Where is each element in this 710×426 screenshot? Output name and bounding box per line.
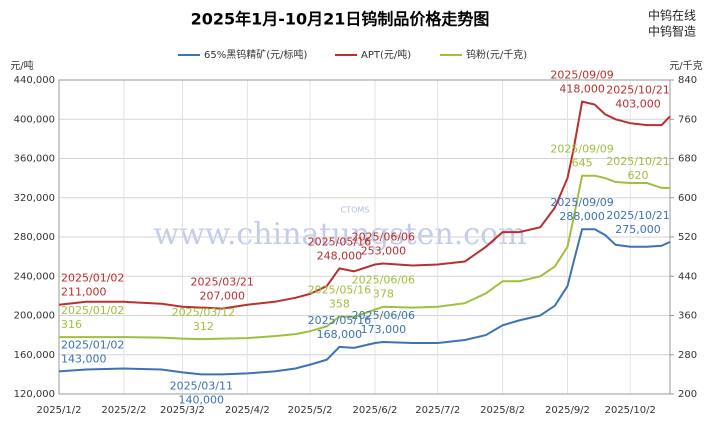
y2-tick-label: 680 — [678, 154, 697, 165]
annotation-value: 358 — [329, 297, 350, 310]
annotation-value: 316 — [61, 318, 82, 331]
y2-tick-label: 840 — [678, 75, 697, 86]
x-tick-label: 2025/9/2 — [545, 405, 590, 416]
y-tick-label: 440,000 — [14, 75, 55, 86]
annotation-value: 207,000 — [199, 290, 245, 303]
annotation-value: 168,000 — [317, 328, 363, 341]
y-tick-label: 360,000 — [14, 154, 55, 165]
x-tick-label: 2025/5/2 — [288, 405, 333, 416]
plot-frame — [58, 79, 671, 395]
x-tick-label: 2025/2/2 — [101, 405, 146, 416]
brand: 中钨智造 — [648, 24, 696, 39]
y2-tick-label: 600 — [678, 193, 697, 204]
y-tick-label: 120,000 — [14, 389, 55, 400]
annotation-value: 253,000 — [361, 244, 407, 257]
y-tick-label: 280,000 — [14, 232, 55, 243]
annotation-value: 620 — [628, 169, 649, 182]
annotation-date: 2025/05/16 — [308, 235, 371, 248]
annotation-date: 2025/05/16 — [308, 314, 371, 327]
y2-tick-label: 280 — [678, 350, 697, 361]
annotation-value: 312 — [193, 320, 214, 333]
annotation-date: 2025/03/21 — [191, 276, 254, 289]
x-tick-label: 2025/6/2 — [353, 405, 398, 416]
series-line — [58, 100, 671, 310]
y2-tick-label: 200 — [678, 389, 697, 400]
annotation-date: 2025/01/02 — [61, 272, 124, 285]
y-tick-label: 200,000 — [14, 311, 55, 322]
x-tick-label: 2025/1/2 — [37, 405, 82, 416]
y-tick-label: 400,000 — [14, 114, 55, 125]
annotation-value: 211,000 — [61, 286, 107, 299]
y2-tick-label: 760 — [678, 114, 697, 125]
annotation-value: 288,000 — [559, 210, 605, 223]
annotation-date: 2025/06/06 — [352, 230, 415, 243]
legend-label: 65%黑钨精矿(元/标吨) — [204, 48, 307, 61]
brand: 中钨在线 — [648, 8, 696, 23]
annotation-date: 2025/05/16 — [308, 283, 371, 296]
annotation-date: 2025/09/09 — [550, 143, 613, 156]
legend-label: 钨粉(元/千克) — [466, 48, 527, 61]
annotation-date: 2025/10/21 — [606, 83, 669, 96]
y2-tick-label: 440 — [678, 271, 697, 282]
annotation-date: 2025/09/09 — [550, 196, 613, 209]
y-axis-label: 元/吨 — [10, 59, 33, 72]
annotation-date: 2025/09/09 — [550, 69, 613, 82]
annotation-value: 645 — [572, 157, 593, 170]
legend-label: APT(元/吨) — [361, 48, 411, 61]
annotation-date: 2025/10/21 — [606, 155, 669, 168]
annotation-date: 2025/06/06 — [352, 274, 415, 287]
y-tick-label: 320,000 — [14, 193, 55, 204]
annotation-date: 2025/06/06 — [352, 309, 415, 322]
annotation-value: 378 — [373, 288, 394, 301]
annotation-value: 275,000 — [615, 223, 661, 236]
watermark: www.chinatungsten.com — [153, 217, 526, 252]
x-tick-label: 2025/10/2 — [605, 405, 656, 416]
x-tick-label: 2025/7/2 — [415, 405, 460, 416]
annotation-value: 248,000 — [317, 249, 363, 262]
x-tick-label: 2025/8/2 — [480, 405, 525, 416]
annotation-date: 2025/10/21 — [606, 209, 669, 222]
y-tick-label: 160,000 — [14, 350, 55, 361]
series-line — [58, 228, 671, 376]
annotation-date: 2025/01/02 — [61, 338, 124, 351]
y-tick-label: 240,000 — [14, 271, 55, 282]
y2-axis-label: 元/千克 — [669, 60, 702, 72]
annotation-value: 140,000 — [179, 393, 225, 406]
annotation-value: 418,000 — [559, 83, 605, 96]
annotation-value: 403,000 — [615, 97, 661, 110]
annotation-value: 143,000 — [61, 352, 107, 365]
annotation-date: 2025/01/02 — [61, 304, 124, 317]
series-line — [59, 174, 670, 341]
x-tick-label: 2025/4/2 — [225, 405, 270, 416]
annotation-date: 2025/03/12 — [172, 306, 235, 319]
x-tick-label: 2025/3/2 — [160, 405, 205, 416]
watermark: CTOMS — [341, 206, 370, 215]
annotation-value: 173,000 — [361, 323, 407, 336]
y2-tick-label: 520 — [678, 232, 697, 243]
chart-title: 2025年1月-10月21日钨制品价格走势图 — [191, 10, 490, 29]
y2-tick-label: 360 — [678, 311, 697, 322]
annotation-date: 2025/03/11 — [170, 379, 233, 392]
